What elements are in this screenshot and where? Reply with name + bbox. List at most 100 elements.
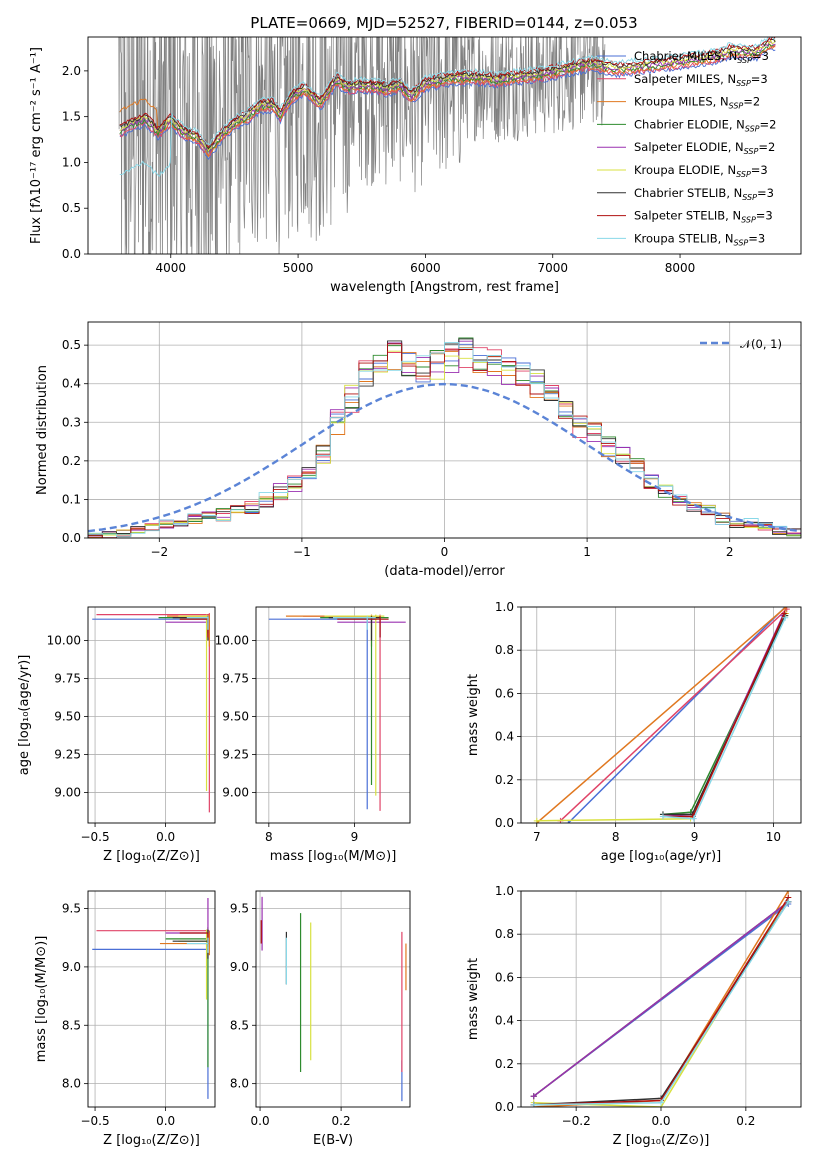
y-tick-label: 9.75 [222,671,249,685]
axes-frame [520,890,802,1108]
y-axis-label: Normed distribution [35,365,50,495]
y-tick-label: 9.25 [222,748,249,762]
axes-frame [87,321,802,539]
y-tick-label: 9.25 [54,748,81,762]
y-tick-label: 9.75 [54,671,81,685]
x-axis-label: Z [log₁₀(Z/Z⊙)] [613,1133,710,1148]
model-spectrum-chabrier-stelib [119,38,776,150]
y-axis-label: Flux [fλ10⁻¹⁷ erg cm⁻² s⁻¹ A⁻¹] [29,47,44,244]
histogram-kroupa-stelib [88,342,801,538]
y-axis-label: age [log₁₀(age/yr)] [17,655,32,776]
y-tick-label: 1.0 [495,884,514,898]
legend-subscript: SSP [734,238,749,247]
legend-subscript: SSP [745,124,760,133]
legend-tail: =3 [756,209,773,223]
weight-line-kroupa-stelib [662,617,786,820]
weight-marker [781,610,788,617]
legend-tail: =3 [752,49,769,63]
x-tick-label: 0.2 [736,1114,755,1128]
legend-label: 𝒩(0, 1) [740,337,782,351]
x-tick-label: −2 [150,545,168,559]
y-tick-label: 1.5 [62,110,81,124]
panel-residuals: −2 −1 0 1 2 0.0 0.1 0.2 0.3 0.4 0.5 (data-model)/er… [35,321,802,579]
y-tick-label: 8.5 [230,1018,249,1032]
y-tick-label: 0.0 [62,247,81,261]
legend-tail: =3 [757,186,774,200]
y-tick-label: 0.0 [62,531,81,545]
y-tick-label: 0.3 [62,415,81,429]
axes-frame [520,606,802,824]
panel-age_vs_Z: −0.5 0.0 9.00 9.25 9.50 9.75 10.00 Z [log₁₀(Z/Z… [17,606,216,864]
legend-label: Chabrier MILES, NSSP=3 [634,49,769,65]
y-tick-label: 0.6 [495,686,514,700]
weight-marker [782,614,789,621]
y-tick-label: 10.00 [47,633,81,647]
y-axis-label: mass weight [466,674,481,756]
legend-label: Salpeter ELODIE, NSSP=2 [634,140,775,156]
y-tick-label: 9.5 [230,902,249,916]
x-axis-label: mass [log₁₀(M/M⊙)] [270,849,397,864]
weight-marker [783,607,790,610]
legend-label: Chabrier ELODIE, NSSP=2 [634,117,776,133]
model-spectrum-chabrier-miles [119,47,776,160]
legend-tail: =2 [758,140,775,154]
x-tick-label: 0.0 [156,1114,175,1128]
model-spectrum-kroupa-stelib [119,37,776,178]
panel-mass_vs_Z: −0.5 0.0 8.0 8.5 9.0 9.5 Z [log₁₀(Z/Z⊙)] mass [… [34,890,216,1148]
axes-frame [87,890,216,1108]
x-tick-label: −0.5 [80,830,109,844]
legend-subscript: SSP [742,193,757,202]
y-tick-label: 9.50 [222,710,249,724]
model-spectrum-salpeter-miles [119,45,776,157]
panel-spectrum: 4000 5000 6000 7000 8000 0.0 0.5 1.0 1.5 2.0 wavel… [29,36,802,295]
x-tick-label: 0.0 [651,1114,670,1128]
x-tick-label: 0.0 [156,830,175,844]
y-tick-label: 0.4 [495,1014,514,1028]
plot-area [260,896,407,1102]
legend-text: Salpeter ELODIE, N [634,140,744,154]
legend-tail: =3 [748,231,765,245]
y-tick-label: 0.0 [495,1100,514,1114]
weight-line-chabrier-miles [567,607,786,823]
legend-label: Salpeter MILES, NSSP=3 [634,72,768,88]
x-axis-label: age [log₁₀(age/yr)] [601,849,722,864]
y-tick-label: 0.4 [495,730,514,744]
x-tick-label: −0.2 [562,1114,591,1128]
y-tick-label: 0.2 [62,454,81,468]
x-tick-label: 9 [691,830,699,844]
legend-text: Kroupa STELIB, N [634,231,734,245]
x-tick-label: −0.5 [80,1114,109,1128]
plot-area [88,337,801,538]
y-tick-label: 8.0 [230,1077,249,1091]
axes-frame [255,890,411,1108]
legend-tail: =3 [751,163,768,177]
x-tick-label: 7000 [537,261,568,275]
x-axis-label: Z [log₁₀(Z/Z⊙)] [103,849,200,864]
y-tick-label: 9.5 [62,902,81,916]
y-tick-label: 10.00 [215,633,249,647]
x-tick-label: 5000 [283,261,314,275]
x-tick-label: 6000 [410,261,441,275]
figure-title: PLATE=0669, MJD=52527, FIBERID=0144, z=0… [250,14,637,32]
weight-marker [659,813,666,820]
x-tick-label: 8 [265,830,273,844]
axes-frame [255,606,411,824]
weight-line-chabrier-stelib [663,615,786,816]
y-tick-label: 9.00 [222,786,249,800]
x-axis-label: (data-model)/error [384,564,505,579]
weight-line-salpeter-stelib [663,613,786,818]
plot-area [92,613,210,813]
plot-area [268,614,406,811]
y-tick-label: 0.4 [62,377,81,391]
y-tick-label: 1.0 [62,155,81,169]
y-tick-label: 0.8 [495,643,514,657]
y-axis-label: mass [log₁₀(M/M⊙)] [34,936,49,1063]
weight-marker [785,891,792,894]
legend-tail: =2 [760,117,777,131]
x-tick-label: 1 [583,545,591,559]
legend-text: Chabrier ELODIE, N [634,117,745,131]
legend-label: Kroupa ELODIE, NSSP=3 [634,163,768,179]
y-axis-label: mass weight [466,958,481,1040]
legend-subscript: SSP [741,216,756,225]
y-tick-label: 9.0 [230,960,249,974]
